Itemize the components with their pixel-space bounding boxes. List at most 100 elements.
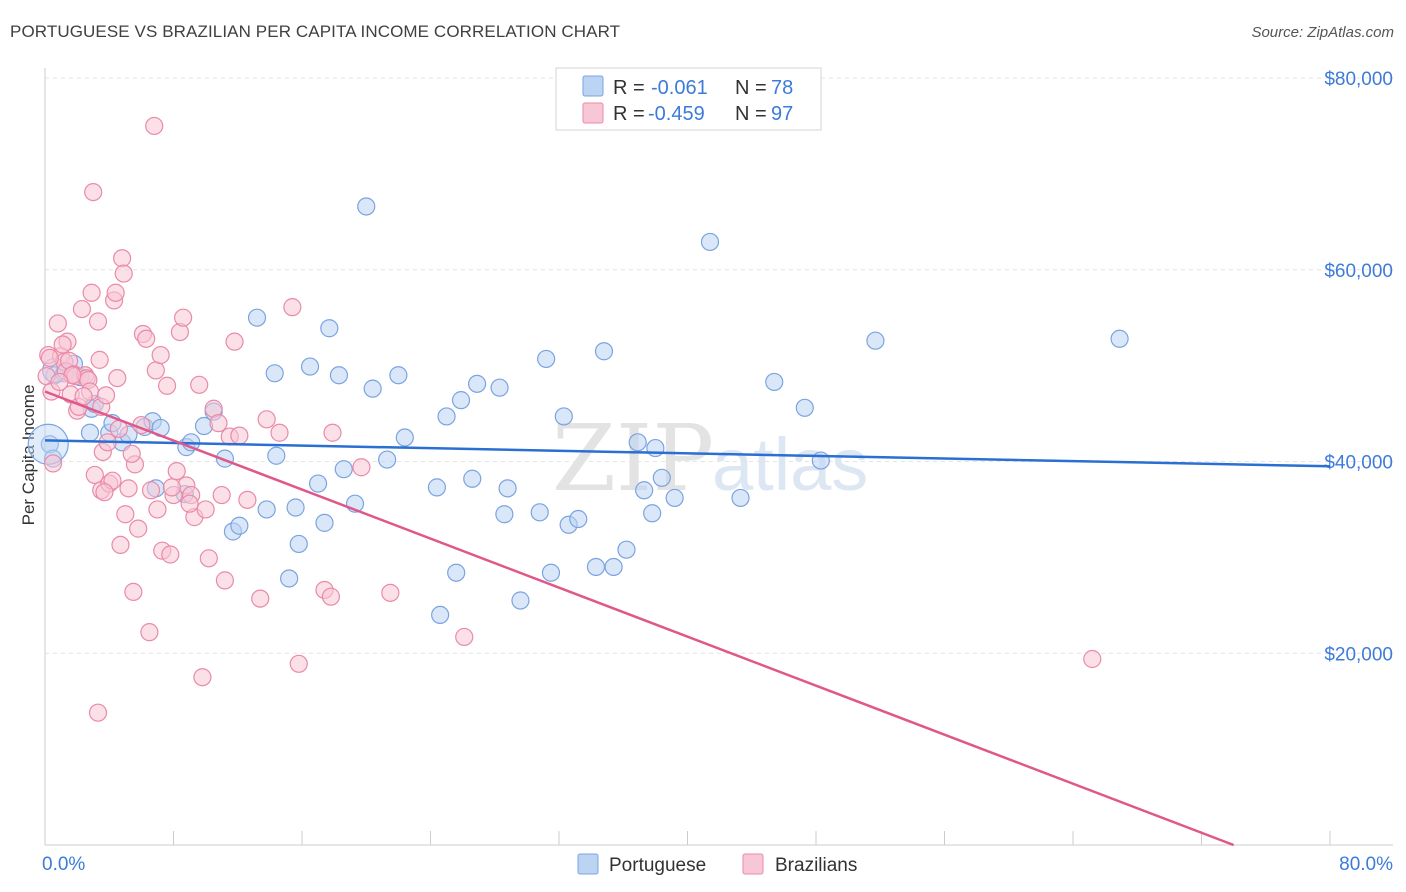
portuguese-point (431, 605, 450, 625)
portuguese-point (617, 540, 636, 559)
brazilian-point (48, 314, 67, 333)
y-tick-label: $60,000 (1324, 261, 1393, 282)
series-legend-swatch-brazilians (742, 853, 764, 875)
portuguese-point (363, 379, 382, 398)
portuguese-point (451, 391, 471, 410)
legend-r-label-portuguese: R = (613, 77, 645, 99)
portuguese-point (765, 372, 784, 392)
x-tick-labels: 0.0% 80.0% (42, 854, 1393, 875)
portuguese-point (795, 398, 814, 417)
watermark-zip: ZIP (552, 405, 714, 512)
portuguese-point (230, 516, 249, 535)
portuguese-point (731, 488, 750, 508)
brazilian-point (145, 116, 164, 136)
brazilian-point (124, 582, 143, 601)
portuguese-point (811, 451, 830, 470)
portuguese-point (665, 488, 684, 508)
brazilian-point (148, 500, 167, 519)
legend-r-label-brazilians: R = (613, 103, 645, 125)
brazilian-point (251, 589, 270, 608)
brazilian-point (85, 465, 104, 485)
portuguese-point (427, 478, 447, 497)
portuguese-point (329, 366, 349, 385)
brazilian-point (95, 483, 114, 502)
brazilian-point (167, 461, 186, 481)
brazilian-point (270, 423, 289, 442)
brazilian-point (50, 372, 69, 392)
portuguese-point (530, 503, 549, 522)
portuguese-point (541, 563, 561, 582)
portuguese-point (308, 474, 328, 493)
portuguese-point (586, 557, 606, 577)
y-axis-label: Per Capita Income (19, 385, 38, 526)
portuguese-point (315, 513, 334, 532)
legend-r-value-portuguese: -0.061 (651, 77, 708, 99)
legend-swatch-brazilians (582, 102, 604, 124)
series-legend-label-portuguese: Portuguese (609, 855, 706, 876)
brazilian-point (174, 308, 193, 327)
portuguese-point (604, 557, 623, 577)
series-legend-swatch-portuguese (577, 853, 599, 875)
brazilian-point (140, 623, 159, 642)
portuguese-point (554, 407, 573, 426)
brazilian-point (137, 329, 156, 348)
brazilian-points (37, 116, 1102, 722)
brazilian-point (225, 332, 244, 351)
brazilian-point (212, 485, 231, 505)
brazilian-point (455, 627, 474, 647)
brazilian-point (53, 335, 72, 354)
brazilian-point (209, 414, 228, 433)
legend-n-label-brazilians: N = (735, 103, 767, 125)
brazilian-point (119, 479, 138, 498)
series-legend-label-brazilians: Brazilians (775, 855, 857, 876)
portuguese-point (280, 569, 299, 588)
brazilian-point (111, 535, 130, 555)
brazilian-point (238, 490, 257, 509)
portuguese-point (635, 481, 654, 500)
portuguese-point (300, 357, 320, 376)
y-tick-label: $20,000 (1324, 644, 1393, 665)
source-credit: Source: ZipAtlas.com (1251, 24, 1394, 41)
portuguese-point (511, 591, 530, 610)
portuguese-point (700, 232, 720, 252)
brazilian-point (108, 368, 127, 388)
portuguese-point (467, 374, 487, 393)
brazilian-point (40, 348, 59, 368)
portuguese-point (378, 450, 397, 469)
portuguese-point (257, 500, 276, 519)
portuguese-point (490, 378, 509, 397)
brazilian-point (162, 478, 181, 497)
portuguese-point (286, 498, 305, 517)
watermark: ZIP atlas (552, 405, 868, 512)
brazilian-point (352, 458, 371, 477)
x-tick-label: 80.0% (1339, 854, 1393, 875)
portuguese-point (265, 364, 284, 383)
brazilian-point (199, 549, 218, 568)
brazilian-point (257, 410, 276, 429)
brazilian-point (230, 426, 249, 445)
brazilian-point (122, 444, 141, 463)
gridlines (45, 77, 1393, 654)
y-tick-label: $40,000 (1324, 453, 1393, 474)
brazilian-point (88, 312, 108, 331)
brazilian-point (196, 500, 215, 519)
brazilian-point (157, 376, 177, 395)
trend-lines (44, 390, 1331, 847)
portuguese-point (628, 433, 647, 452)
correlation-legend: R = -0.061 N = 78 R = -0.459 N = 97 (555, 67, 822, 131)
brazilian-point (146, 361, 165, 380)
portuguese-point (652, 468, 671, 487)
portuguese-point (267, 446, 286, 465)
brazilian-point (114, 264, 133, 283)
brazilian-point (82, 283, 101, 302)
series-legend: Portuguese Brazilians (577, 853, 857, 876)
portuguese-point (289, 534, 308, 554)
brazilian-point (161, 545, 180, 564)
brazilian-point (129, 519, 148, 538)
portuguese-point (643, 504, 662, 523)
legend-swatch-portuguese (582, 75, 604, 97)
portuguese-point (498, 479, 517, 498)
brazilian-point (215, 571, 234, 590)
legend-r-value-brazilians: -0.459 (648, 103, 705, 125)
brazilian-point (116, 505, 135, 524)
